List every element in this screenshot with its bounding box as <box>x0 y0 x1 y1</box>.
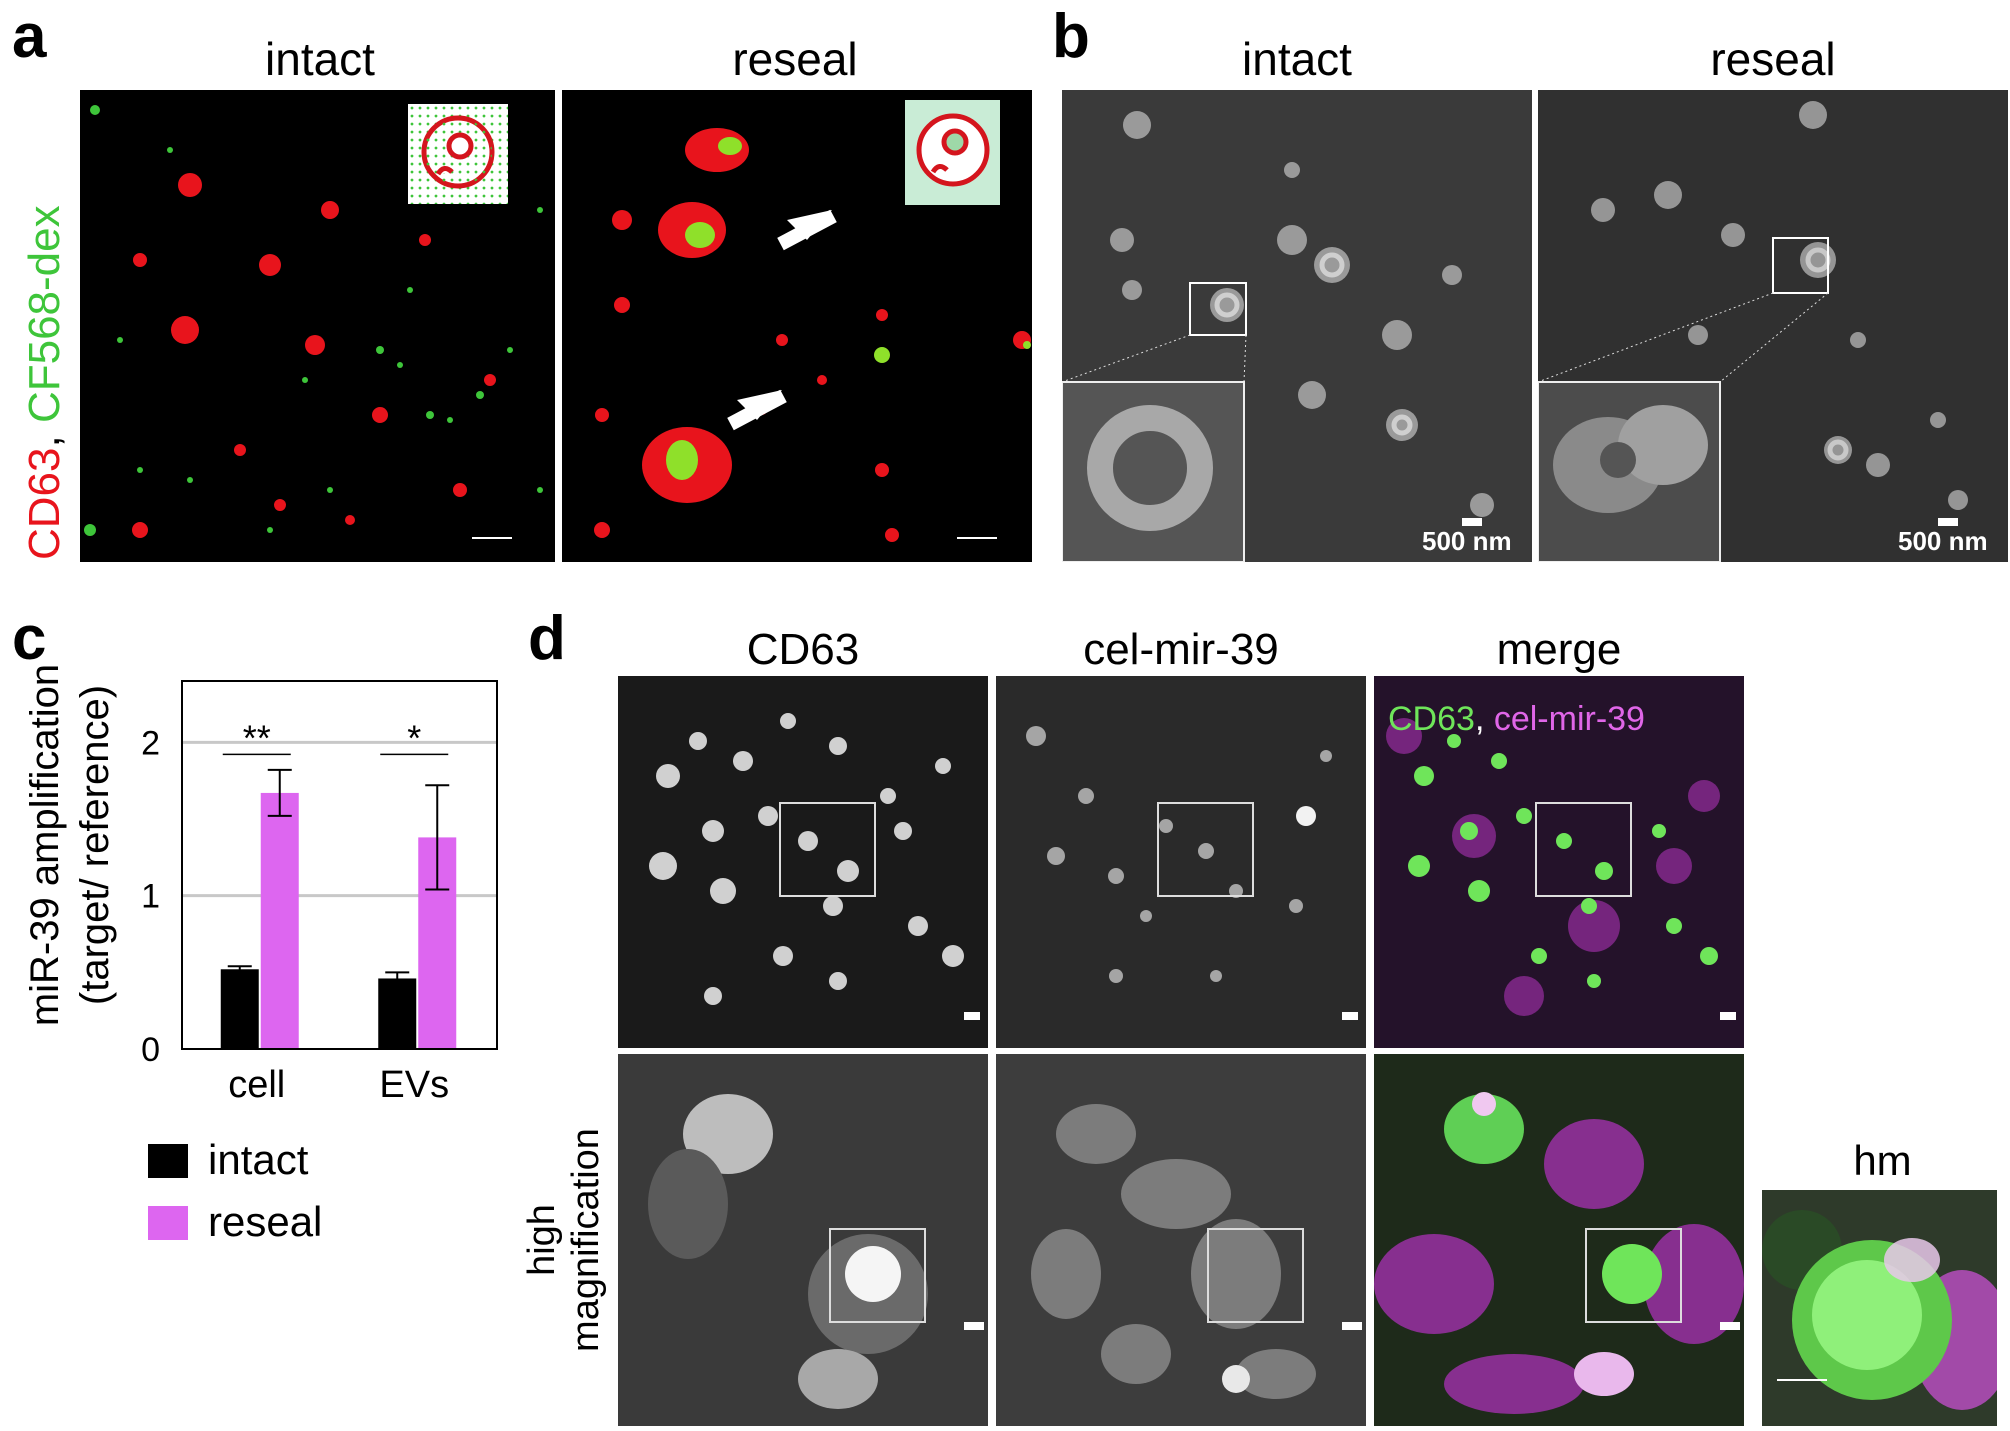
bar-reseal-cell <box>260 792 299 1049</box>
y-tick-label-1: 1 <box>141 878 160 916</box>
row-label-line1: high <box>521 1204 563 1276</box>
bar-intact-cell <box>220 969 259 1049</box>
ylabel-line1: miR-39 amplification <box>23 663 67 1027</box>
panel-d-label: d <box>528 604 566 673</box>
micrograph-d-celmir39 <box>996 676 1366 1048</box>
y-tick-label-0: 0 <box>141 1031 160 1069</box>
micrograph-a-intact <box>80 90 555 562</box>
legend-label-intact: intact <box>208 1136 309 1183</box>
micrograph-d-cd63-hm <box>618 1054 988 1426</box>
x-tick-label-cell: cell <box>228 1064 285 1106</box>
merge-label-celmir39: cel-mir-39 <box>1493 700 1645 738</box>
row-label-line2: magnification <box>565 1128 607 1352</box>
micrograph-a-reseal <box>562 90 1032 562</box>
significance-mark-cell: ** <box>243 717 271 758</box>
legend-label-reseal: reseal <box>208 1198 323 1245</box>
scalebar-label-b-intact: 500 nm <box>1422 526 1512 556</box>
panel-a-title-intact: intact <box>265 33 375 85</box>
micrograph-b-intact: 500 nm <box>1062 90 1532 562</box>
scalebar-label-b-reseal: 500 nm <box>1898 526 1988 556</box>
x-tick-label-EVs: EVs <box>379 1064 449 1106</box>
bar-intact-EVs <box>378 978 417 1049</box>
side-label-dex: CF568-dex <box>20 205 69 424</box>
merge-label-cd63: CD63 <box>1388 700 1475 738</box>
micrograph-d-celmir39-hm <box>996 1054 1366 1426</box>
panel-b-label: b <box>1052 2 1090 71</box>
micrograph-d-merge-hm <box>1374 1054 1744 1426</box>
plot-frame <box>181 680 498 1050</box>
bar-chart-svg: 0 1 2 cell ** EVs * <box>141 680 498 1106</box>
legend-swatch-reseal <box>148 1206 188 1240</box>
merge-channel-label: CD63, cel-mir-39 <box>1388 700 1645 739</box>
panel-c-label: c <box>12 604 47 673</box>
micrograph-hm-zoom <box>1762 1190 1997 1426</box>
side-label-cd63: CD63 <box>20 447 69 561</box>
side-label-sep: , <box>20 423 69 448</box>
panel-a-title-reseal: reseal <box>732 33 858 85</box>
bar-chart: 0 1 2 cell ** EVs * <box>110 665 510 1125</box>
panel-a-label: a <box>12 2 47 71</box>
panel-d-title-merge: merge <box>1496 625 1622 674</box>
hm-title: hm <box>1853 1137 1912 1184</box>
micrograph-d-cd63 <box>618 676 988 1048</box>
panel-d-title-cd63: CD63 <box>746 625 860 674</box>
inset-reseal-diagram <box>905 100 1000 205</box>
micrograph-d-merge: CD63, cel-mir-39 <box>1374 676 1744 1048</box>
micrograph-b-reseal: 500 nm <box>1538 90 2008 562</box>
legend-swatch-intact <box>148 1144 188 1178</box>
merge-label-sep: , <box>1474 700 1494 738</box>
panel-d-title-celmir39: cel-mir-39 <box>1083 625 1279 674</box>
panel-b-title-intact: intact <box>1242 33 1352 85</box>
chart-legend: intact reseal <box>148 1130 408 1270</box>
panel-b-title-reseal: reseal <box>1710 33 1836 85</box>
significance-mark-EVs: * <box>407 717 421 758</box>
inset-intact-diagram <box>408 104 508 204</box>
y-tick-label-2: 2 <box>141 724 160 762</box>
